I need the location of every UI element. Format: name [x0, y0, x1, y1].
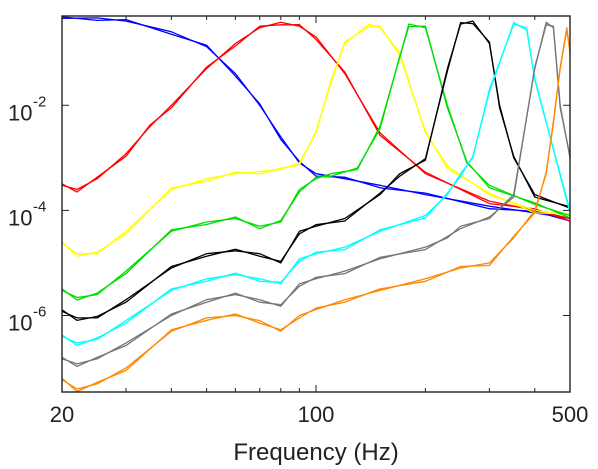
y-tick-label-exponent: -4 [33, 198, 46, 215]
series-6-line-2 [61, 21, 571, 347]
series-5-line-1 [61, 20, 571, 319]
series-5-line-2 [61, 21, 571, 322]
x-tick-label: 100 [298, 402, 335, 427]
x-tick-labels: 20 100 500 [50, 402, 589, 427]
y-tick-label: 10 -2 [8, 93, 46, 125]
series-8-line-2 [61, 29, 571, 393]
x-axis-title: Frequency (Hz) [233, 439, 398, 466]
series-4 [61, 23, 571, 301]
x-tick-label: 500 [552, 402, 589, 427]
series-2 [61, 21, 571, 222]
y-tick-labels: 10-210-410-6 [8, 93, 46, 335]
y-tick-label-exponent: -2 [33, 93, 46, 110]
series-1-line-1 [61, 17, 571, 220]
series-4-line-1 [61, 23, 571, 299]
series-layer [61, 16, 571, 393]
y-tick-label-base: 10 [8, 205, 32, 230]
series-3-line-2 [61, 25, 571, 257]
y-tick-label: 10 -6 [8, 303, 46, 335]
series-5 [61, 20, 571, 322]
series-4-line-2 [61, 25, 571, 301]
series-2-line-2 [61, 24, 571, 222]
series-8 [61, 27, 571, 393]
series-3-line-1 [61, 23, 571, 255]
series-3 [61, 23, 571, 257]
series-7 [61, 21, 571, 368]
y-tick-label-base: 10 [8, 310, 32, 335]
y-tick-label-exponent: -6 [33, 303, 46, 320]
series-1-line-2 [61, 16, 571, 222]
series-1 [61, 16, 571, 222]
x-tick-label: 20 [50, 402, 74, 427]
y-tick-label: 10 -4 [8, 198, 46, 230]
series-7-line-2 [61, 24, 571, 368]
y-tick-label-base: 10 [8, 100, 32, 125]
tick-layer [61, 16, 571, 392]
series-6 [61, 21, 571, 347]
